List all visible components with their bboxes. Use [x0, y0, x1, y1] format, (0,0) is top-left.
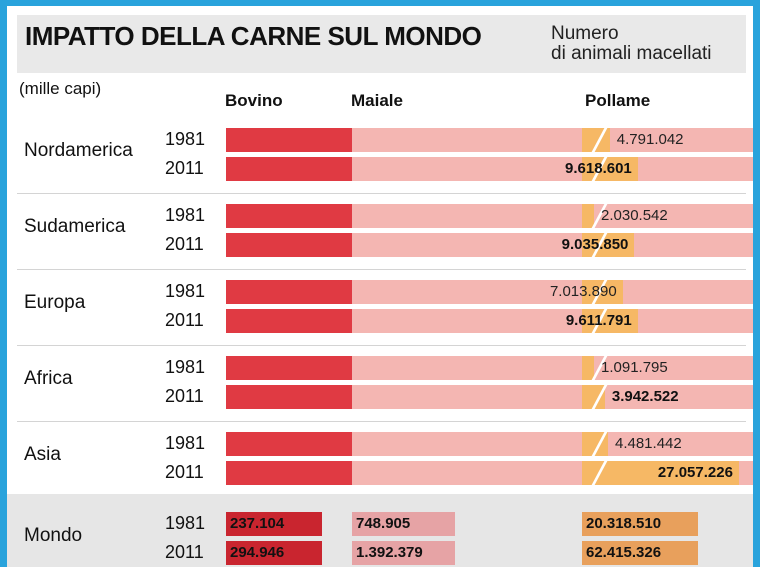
pollame-value-label: 2.030.542: [601, 207, 668, 224]
row-separator: [17, 269, 746, 270]
maiale-bar: [352, 309, 753, 333]
year-label: 2011: [165, 462, 204, 482]
maiale-bar: [352, 128, 753, 152]
pollame-break-mark: [590, 430, 609, 458]
maiale-bar: [352, 356, 753, 380]
year-label: 1981: [165, 129, 206, 149]
region-label: Sudamerica: [24, 216, 126, 237]
region-label: Mondo: [24, 525, 83, 546]
pollame-break-mark: [590, 459, 609, 487]
bovino-value-label: 237.104: [230, 515, 285, 532]
pollame-value-label: 9.035.850: [561, 236, 629, 253]
column-header-bovino: Bovino: [225, 91, 283, 110]
pollame-value-label: 27.057.226: [657, 464, 733, 481]
pollame-value-label: 7.013.890: [549, 283, 617, 300]
maiale-value-label: 748.905: [356, 515, 411, 532]
maiale-bar: [352, 385, 753, 409]
pollame-value-label: 62.415.326: [586, 544, 662, 561]
pollame-value-label: 3.942.522: [611, 388, 679, 405]
pollame-bar: [582, 430, 609, 458]
pollame-value-label: 4.481.442: [614, 435, 682, 452]
pollame-bar: [582, 126, 610, 154]
pollame-bar: [582, 354, 609, 382]
pollame-value-label: 20.318.510: [586, 515, 662, 532]
year-label: 1981: [165, 433, 206, 453]
title-bar: IMPATTO DELLA CARNE SUL MONDO Numero di …: [17, 15, 746, 73]
pollame-bar: [582, 512, 698, 536]
pollame-bar: [582, 459, 739, 487]
year-label: 1981: [165, 205, 206, 225]
pollame-value-label: 9.618.601: [565, 160, 632, 177]
pollame-bar: [582, 541, 698, 565]
maiale-bar: [352, 157, 753, 181]
year-label: 2011: [165, 310, 204, 330]
pollame-break-mark: [590, 126, 609, 154]
row-separator: [17, 421, 746, 422]
maiale-bar: [352, 233, 753, 257]
maiale-bar: [352, 512, 455, 536]
year-label: 2011: [165, 158, 204, 178]
pollame-bar: [582, 231, 635, 259]
row-separator: [17, 345, 746, 346]
maiale-bar: [352, 280, 753, 304]
pollame-value-label: 1.091.795: [601, 359, 668, 376]
bovino-bar: [226, 512, 322, 536]
pollame-bar: [582, 155, 638, 183]
page-title: IMPATTO DELLA CARNE SUL MONDO: [25, 21, 482, 51]
pollame-value-label: 9.611.791: [565, 312, 632, 329]
column-header-maiale: Maiale: [351, 91, 403, 110]
region-label: Asia: [24, 444, 61, 465]
region-label: Nordamerica: [24, 140, 133, 161]
maiale-bar: [352, 541, 455, 565]
year-label: 2011: [165, 234, 204, 254]
maiale-bar: [352, 432, 753, 456]
bovino-value-label: 294.946: [230, 544, 285, 561]
pollame-bar: [582, 307, 638, 335]
year-label: 2011: [165, 542, 204, 562]
year-label: 1981: [165, 357, 206, 377]
year-label: 2011: [165, 386, 204, 406]
region-label: Africa: [24, 368, 73, 389]
column-header-pollame: Pollame: [585, 91, 651, 110]
maiale-bar: [352, 204, 753, 228]
chart-rows: Nordamerica198142.402106.1644.791.042201…: [7, 6, 753, 567]
bovino-bar: [226, 541, 322, 565]
row-separator: [17, 193, 746, 194]
region-label: Europa: [24, 292, 86, 313]
pollame-bar: [582, 202, 609, 230]
pollame-bar: [582, 383, 609, 411]
page-subtitle: Numero di animali macellati: [551, 23, 712, 64]
pollame-bar: [582, 278, 623, 306]
unit-label: (mille capi): [19, 79, 102, 98]
year-label: 1981: [165, 513, 206, 533]
pollame-value-label: 4.791.042: [616, 131, 684, 148]
year-label: 1981: [165, 281, 206, 301]
infographic: IMPATTO DELLA CARNE SUL MONDO Numero di …: [7, 6, 753, 567]
maiale-value-label: 1.392.379: [356, 544, 423, 561]
